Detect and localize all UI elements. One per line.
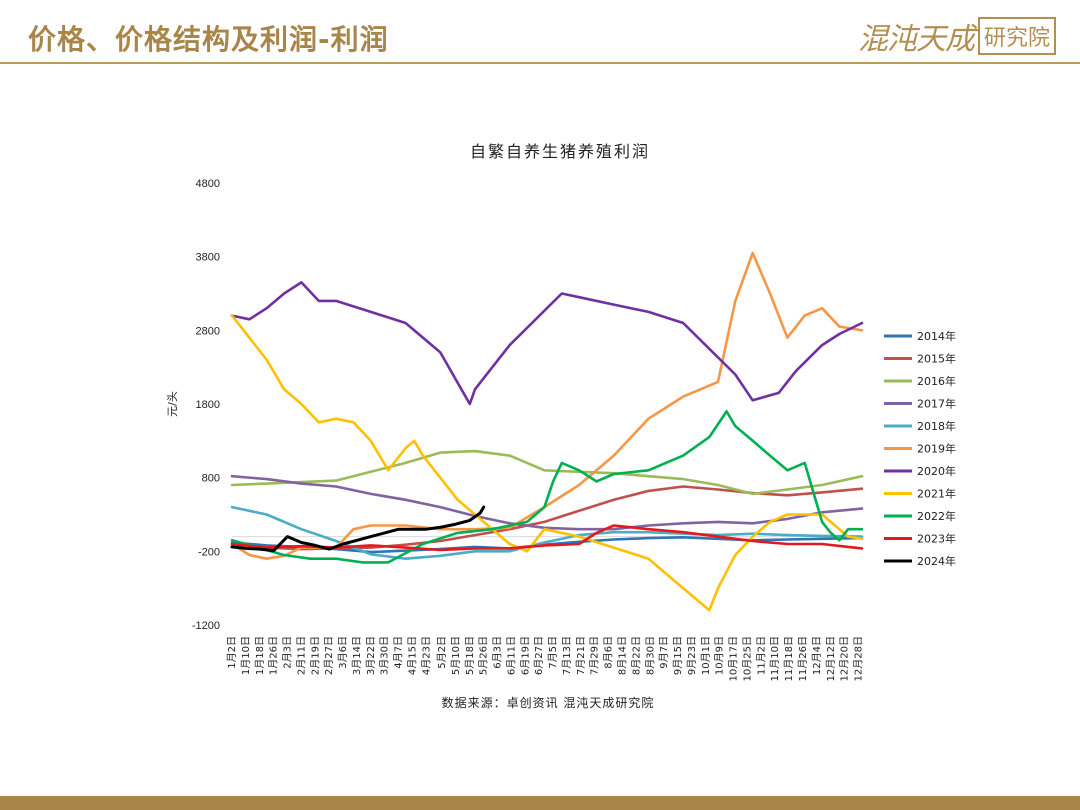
footer-bar — [0, 796, 1080, 810]
x-tick-label: 1月2日 — [226, 636, 238, 669]
legend-label: 2017年 — [917, 397, 956, 411]
legend-label: 2024年 — [917, 554, 956, 568]
x-tick-label: 2月27日 — [323, 636, 335, 675]
x-tick-label: 8月6日 — [603, 636, 615, 669]
x-tick-label: 12月4日 — [811, 636, 823, 675]
legend-label: 2018年 — [917, 419, 956, 433]
legend-label: 2016年 — [917, 374, 956, 388]
x-tick-label: 4月15日 — [406, 636, 418, 675]
x-tick-label: 1月10日 — [240, 636, 252, 675]
x-tick-label: 6月11日 — [505, 636, 517, 675]
y-tick-label: 800 — [202, 473, 220, 485]
x-tick-label: 9月15日 — [672, 636, 684, 675]
y-tick-label: 4800 — [196, 178, 220, 190]
y-tick-label: 1800 — [196, 399, 220, 411]
x-tick-label: 7月21日 — [575, 636, 587, 675]
x-tick-label: 5月2日 — [436, 636, 448, 669]
series-lines — [230, 251, 864, 612]
x-tick-label: 5月18日 — [464, 636, 476, 675]
y-tick-label: -200 — [198, 546, 220, 558]
y-axis-label: 元/头 — [166, 391, 179, 417]
series-line-3 — [230, 449, 864, 496]
x-tick-label: 1月18日 — [254, 636, 266, 675]
y-axis-ticks: -1200 -200 800 1800 2800 3800 4800 — [192, 178, 220, 632]
series-line-6 — [230, 251, 864, 560]
header-divider — [0, 62, 1080, 64]
series-line-5 — [230, 505, 864, 560]
series-line-7 — [230, 281, 864, 406]
logo-box-text: 研究院 — [977, 17, 1056, 55]
data-source-note: 数据来源：卓创资讯 混沌天成研究院 — [442, 695, 655, 710]
x-tick-label: 10月1日 — [700, 636, 712, 675]
x-tick-label: 2月11日 — [295, 636, 307, 675]
x-tick-label: 1月26日 — [268, 636, 280, 675]
x-tick-label: 2月19日 — [309, 636, 321, 675]
x-tick-label: 6月19日 — [519, 636, 531, 675]
legend-label: 2022年 — [917, 509, 956, 523]
series-line-9 — [230, 410, 864, 564]
x-tick-label: 3月14日 — [351, 636, 363, 675]
x-tick-label: 7月5日 — [547, 636, 559, 669]
x-tick-label: 8月22日 — [630, 636, 642, 675]
legend-label: 2019年 — [917, 442, 956, 456]
x-tick-label: 4月23日 — [420, 636, 432, 675]
legend-label: 2021年 — [917, 487, 956, 501]
x-tick-label: 9月7日 — [658, 636, 670, 669]
legend-label: 2014年 — [917, 329, 956, 343]
x-tick-label: 10月17日 — [728, 636, 740, 681]
x-tick-label: 6月27日 — [533, 636, 545, 675]
legend-label: 2020年 — [917, 464, 956, 478]
x-tick-label: 7月29日 — [589, 636, 601, 675]
x-tick-label: 10月9日 — [714, 636, 726, 675]
x-tick-label: 3月6日 — [337, 636, 349, 669]
y-tick-label: 3800 — [196, 252, 220, 264]
x-tick-label: 11月10日 — [769, 636, 781, 681]
x-tick-label: 4月7日 — [393, 636, 405, 669]
x-tick-label: 10月25日 — [741, 636, 753, 681]
page-title: 价格、价格结构及利润-利润 — [28, 23, 389, 56]
x-tick-label: 11月2日 — [755, 636, 767, 675]
x-tick-label: 5月10日 — [450, 636, 462, 675]
legend-label: 2015年 — [917, 352, 956, 366]
logo-text: 混沌天成 — [857, 22, 975, 57]
x-tick-label: 6月3日 — [492, 636, 504, 669]
series-line-4 — [230, 474, 864, 531]
y-tick-label: -1200 — [192, 620, 220, 632]
x-tick-label: 11月26日 — [797, 636, 809, 681]
x-axis-ticks: 1月2日 1月10日 1月18日 1月26日 2月3日 2月11日 2月19日 2月27日 3月… — [226, 636, 865, 681]
x-tick-label: 8月30日 — [644, 636, 656, 675]
x-tick-label: 11月18日 — [783, 636, 795, 681]
x-tick-label: 7月13日 — [561, 636, 573, 675]
x-tick-label: 5月26日 — [478, 636, 490, 675]
series-line-11 — [230, 505, 486, 553]
chart-legend: 2014年 2015年 2016年 2017年 2018年 2019年 2020年 2021年… — [884, 329, 956, 568]
x-tick-label: 9月23日 — [686, 636, 698, 675]
legend-label: 2023年 — [917, 532, 956, 546]
x-tick-label: 12月12日 — [825, 636, 837, 681]
x-tick-label: 12月28日 — [853, 636, 865, 681]
brand-logo: 混沌天成 研究院 — [858, 14, 1056, 58]
x-tick-label: 2月3日 — [282, 636, 294, 669]
series-line-10 — [230, 524, 864, 552]
y-tick-label: 2800 — [196, 325, 220, 337]
x-tick-label: 3月22日 — [365, 636, 377, 675]
x-tick-label: 8月14日 — [616, 636, 628, 675]
series-line-8 — [230, 314, 864, 612]
x-tick-label: 3月30日 — [379, 636, 391, 675]
chart-title: 自繁自养生猪养殖利润 — [470, 142, 650, 161]
x-tick-label: 12月20日 — [839, 636, 851, 681]
